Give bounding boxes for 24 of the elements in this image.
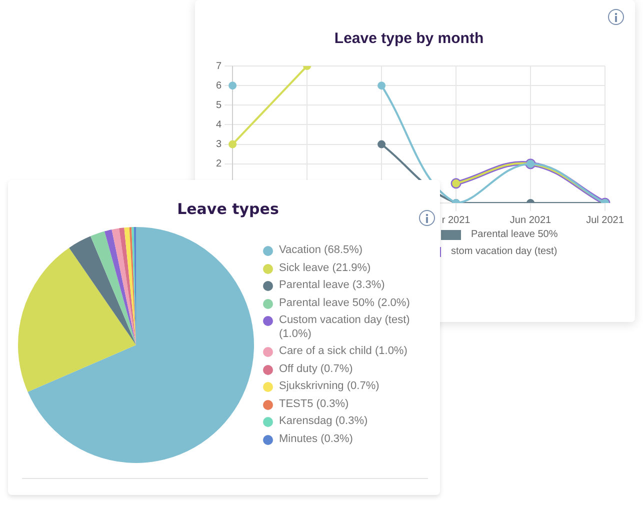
y-tick-label: 7	[216, 60, 222, 72]
legend-label: Custom vacation day (test) (1.0%)	[279, 314, 411, 341]
legend-label: stom vacation day (test)	[451, 246, 558, 257]
y-tick-label: 3	[216, 139, 222, 150]
legend-label: Minutes (0.3%)	[279, 432, 353, 446]
legend-label: Sick leave (21.9%)	[279, 262, 371, 275]
chart-title: Leave types	[177, 200, 279, 218]
chart-title: Leave type by month	[334, 30, 484, 48]
y-tick-label: 6	[216, 80, 222, 92]
y-tick-label: 5	[216, 100, 222, 111]
legend-label: Care of a sick child (1.0%)	[279, 345, 408, 358]
legend-label: Parental leave 50% (2.0%)	[279, 296, 410, 310]
x-tick-label: Jul 2021	[586, 214, 624, 226]
y-tick-label: 2	[216, 158, 222, 170]
legend-label: Sjukskrivning (0.7%)	[279, 380, 380, 394]
y-tick-label: 4	[216, 119, 222, 130]
x-tick-label: r 2021	[442, 214, 471, 226]
x-tick-label: Jun 2021	[510, 214, 552, 226]
legend-label: Vacation (68.5%)	[279, 244, 363, 258]
legend-label: Parental leave (3.3%)	[279, 279, 385, 292]
legend-label: Karensdag (0.3%)	[279, 415, 368, 428]
legend-label: TEST5 (0.3%)	[279, 398, 349, 411]
legend-label: Parental leave 50%	[471, 229, 558, 240]
legend-label: Off duty (0.7%)	[279, 362, 353, 376]
